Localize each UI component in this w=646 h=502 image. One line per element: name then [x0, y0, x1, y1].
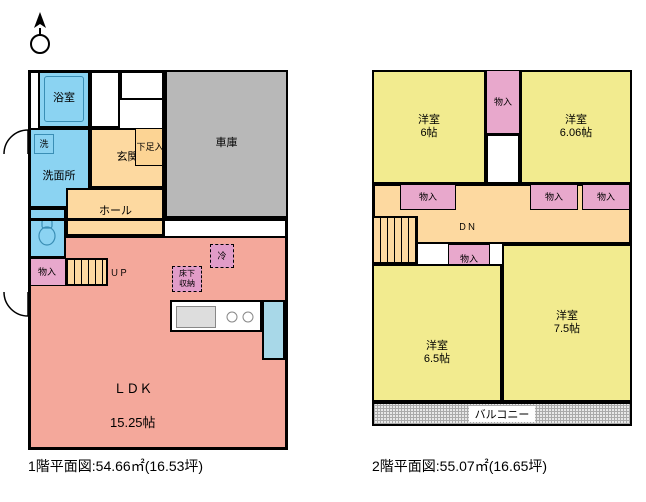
kitchen-counter — [170, 300, 262, 332]
up-label: ＵＰ — [110, 266, 128, 279]
closet-mid-right2: 物入 — [582, 184, 630, 210]
void-2f — [486, 134, 520, 184]
hall-label: ホール — [99, 205, 132, 218]
room-se: 洋室 7.5帖 — [502, 244, 632, 402]
room-ne-size: 6.06帖 — [560, 127, 592, 140]
void-space — [120, 70, 165, 100]
storage-1f-label: 物入 — [38, 267, 56, 278]
toilet — [28, 208, 66, 258]
closet-mid-right1: 物入 — [530, 184, 578, 210]
room-sw-size: 6.5帖 — [424, 353, 450, 366]
floor2-caption: 2階平面図:55.07㎡(16.65坪) — [372, 456, 547, 476]
floor1-lower-outline — [28, 218, 288, 450]
bathroom: 浴室 — [38, 70, 90, 128]
garage-label: 車庫 — [216, 137, 238, 150]
room-se-size: 7.5帖 — [554, 323, 580, 336]
floor1-caption: 1階平面図:54.66㎡(16.53坪) — [28, 456, 203, 476]
room-ne: 洋室 6.06帖 — [520, 70, 632, 184]
balcony-label: バルコニー — [469, 406, 536, 422]
hall-1f: ホール — [66, 188, 165, 236]
ldk-labels: ＬＤＫ 15.25帖 — [110, 378, 156, 431]
compass-icon — [28, 10, 52, 56]
utility-closet — [90, 70, 120, 128]
shoebox: 下足入 — [135, 128, 165, 166]
sink-icon — [176, 306, 216, 328]
stairs-1f — [66, 258, 108, 286]
room-sw: 洋室 6.5帖 — [372, 264, 502, 402]
storage-1f: 物入 — [28, 258, 66, 286]
garage: 車庫 — [165, 70, 288, 218]
shoebox-label: 下足入 — [136, 142, 163, 153]
closet-top-center: 物入 — [486, 70, 520, 134]
room-nw: 洋室 6帖 — [372, 70, 486, 184]
room-se-name: 洋室 — [556, 310, 578, 323]
underfloor-label: 床下 収納 — [179, 269, 195, 288]
kitchen-side-counter — [262, 300, 285, 360]
dn-label: ＤＮ — [458, 220, 476, 233]
laundry-icon: 洗 — [34, 134, 54, 154]
stairs-2f — [372, 216, 418, 264]
ldk-size: 15.25帖 — [110, 412, 156, 431]
door-arc-1 — [2, 128, 32, 158]
wash-label: 洗面所 — [43, 170, 76, 183]
toilet-icon — [35, 218, 59, 248]
fridge-label: 冷 — [217, 251, 226, 262]
room-nw-name: 洋室 — [418, 114, 440, 127]
balcony: バルコニー — [372, 402, 632, 426]
fridge-spot: 冷 — [210, 244, 234, 268]
ldk-name: ＬＤＫ — [110, 378, 156, 397]
door-arc-2 — [2, 290, 32, 320]
floorplan-page: 車庫 浴室 洗 洗面所 玄関 下足入 ホール 物入 ＵＰ — [10, 10, 636, 492]
room-sw-name: 洋室 — [426, 340, 448, 353]
room-nw-size: 6帖 — [420, 127, 437, 140]
closet-mid-left: 物入 — [400, 184, 456, 210]
underfloor-storage: 床下 収納 — [172, 266, 202, 292]
stove-icon — [224, 308, 256, 326]
room-ne-name: 洋室 — [565, 114, 587, 127]
bath-label: 浴室 — [53, 92, 75, 105]
